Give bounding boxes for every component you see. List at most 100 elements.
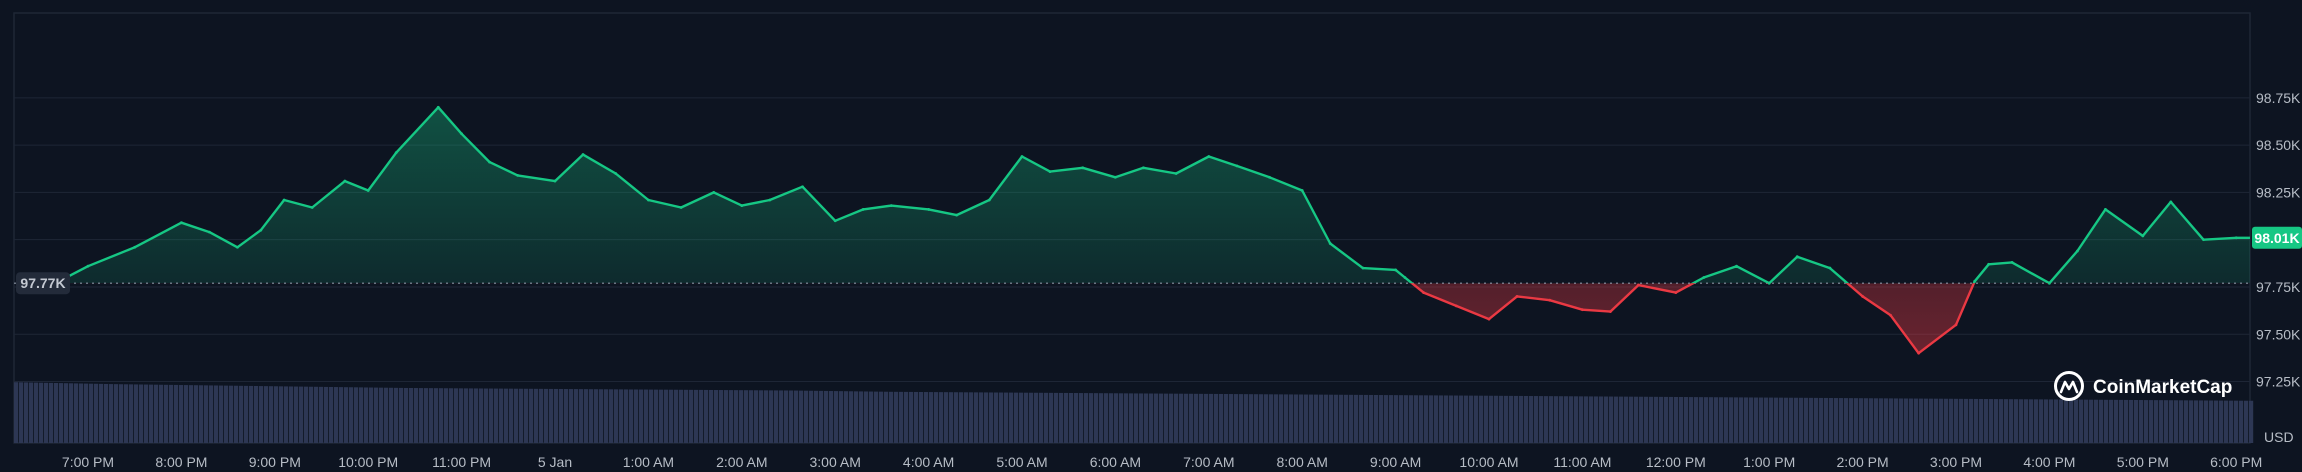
volume-bar <box>114 384 119 443</box>
volume-bar <box>484 388 489 443</box>
volume-bar <box>459 388 464 443</box>
volume-bar <box>314 386 319 443</box>
volume-bar <box>989 392 994 443</box>
volume-bar <box>1089 393 1094 443</box>
volume-bar <box>1104 393 1109 443</box>
volume-bar <box>1199 393 1204 443</box>
x-tick-label: 8:00 PM <box>155 454 207 470</box>
volume-bar <box>159 384 164 443</box>
price-point <box>1889 313 1893 317</box>
x-tick-label: 2:00 AM <box>716 454 767 470</box>
volume-bar <box>1944 398 1949 443</box>
volume-bar <box>1659 396 1664 443</box>
volume-bar <box>1854 398 1859 443</box>
price-point <box>553 179 557 183</box>
volume-bar <box>1589 396 1594 443</box>
volume-bar <box>2249 400 2254 443</box>
volume-bar <box>1894 398 1899 443</box>
volume-bar <box>929 392 934 443</box>
volume-bar <box>104 383 109 443</box>
volume-bar <box>1299 394 1304 443</box>
volume-bar <box>909 391 914 443</box>
volume-bar <box>1814 397 1819 443</box>
volume-bar <box>1379 395 1384 443</box>
volume-bar <box>1574 396 1579 443</box>
volume-bar <box>1504 395 1509 443</box>
volume-bar <box>1334 394 1339 443</box>
volume-bar <box>1444 395 1449 443</box>
volume-bar <box>184 385 189 443</box>
volume-bar <box>1009 392 1014 443</box>
volume-bar <box>1664 396 1669 443</box>
volume-bar <box>1079 393 1084 443</box>
price-point <box>2202 238 2205 242</box>
volume-bar <box>649 389 654 443</box>
volume-bar <box>1099 393 1104 443</box>
volume-bar <box>2049 399 2054 443</box>
volume-bar <box>689 389 694 443</box>
volume-bar <box>429 388 434 443</box>
volume-bar <box>1584 396 1589 443</box>
price-point <box>1394 268 1397 272</box>
price-point <box>1767 281 1771 285</box>
volume-bar <box>829 391 834 443</box>
volume-bar <box>1434 395 1439 443</box>
volume-bar <box>779 390 784 443</box>
volume-bar <box>994 392 999 443</box>
price-point <box>343 179 347 183</box>
volume-bar <box>49 382 54 443</box>
volume-bar <box>324 386 329 443</box>
volume-bar <box>1604 396 1609 443</box>
price-point <box>614 172 618 175</box>
x-tick-label: 3:00 AM <box>810 454 861 470</box>
volume-bar <box>1449 395 1454 443</box>
volume-bar <box>1389 395 1394 443</box>
volume-bar <box>2199 400 2204 443</box>
volume-bar <box>1639 396 1644 443</box>
volume-bar <box>1484 395 1489 443</box>
volume-bar <box>194 385 199 443</box>
volume-bar <box>349 387 354 443</box>
price-point <box>1702 276 1706 279</box>
x-tick-label: 1:00 PM <box>1743 454 1795 470</box>
volume-bar <box>434 388 439 443</box>
volume-bar <box>1799 397 1804 443</box>
volume-bar <box>239 385 244 443</box>
volume-bar <box>1494 395 1499 443</box>
x-tick-label: 6:00 PM <box>2210 454 2262 470</box>
volume-bar <box>499 388 504 443</box>
volume-bar <box>2089 399 2094 443</box>
x-tick-label: 2:00 PM <box>1837 454 1889 470</box>
price-point <box>1081 166 1085 170</box>
price-point <box>2169 200 2173 204</box>
volume-bar <box>839 391 844 443</box>
volume-bar <box>1399 395 1404 443</box>
volume-bar <box>464 388 469 443</box>
volume-bar <box>739 390 744 443</box>
x-tick-label: 1:00 AM <box>623 454 674 470</box>
volume-bar <box>224 385 229 443</box>
volume-bar <box>1704 397 1709 443</box>
volume-bar <box>2204 400 2209 443</box>
x-tick-label: 3:00 PM <box>1930 454 1982 470</box>
price-point <box>647 198 650 202</box>
volume-bar <box>439 388 444 443</box>
volume-bar <box>1419 395 1424 443</box>
volume-bar <box>389 387 394 443</box>
volume-bar <box>884 391 889 443</box>
volume-bar <box>639 389 644 443</box>
volume-bar <box>939 392 944 443</box>
volume-bar <box>1729 397 1734 443</box>
volume-bar <box>454 388 459 443</box>
volume-bar <box>1339 394 1344 443</box>
volume-bar <box>1259 394 1264 443</box>
volume-bar <box>1559 396 1564 443</box>
volume-bar <box>1124 393 1129 443</box>
volume-bar <box>164 384 169 443</box>
price-point <box>1917 351 1921 355</box>
price-line-up <box>54 106 2250 284</box>
volume-bar <box>44 382 49 443</box>
volume-bar <box>254 385 259 443</box>
volume-bar <box>124 384 129 443</box>
